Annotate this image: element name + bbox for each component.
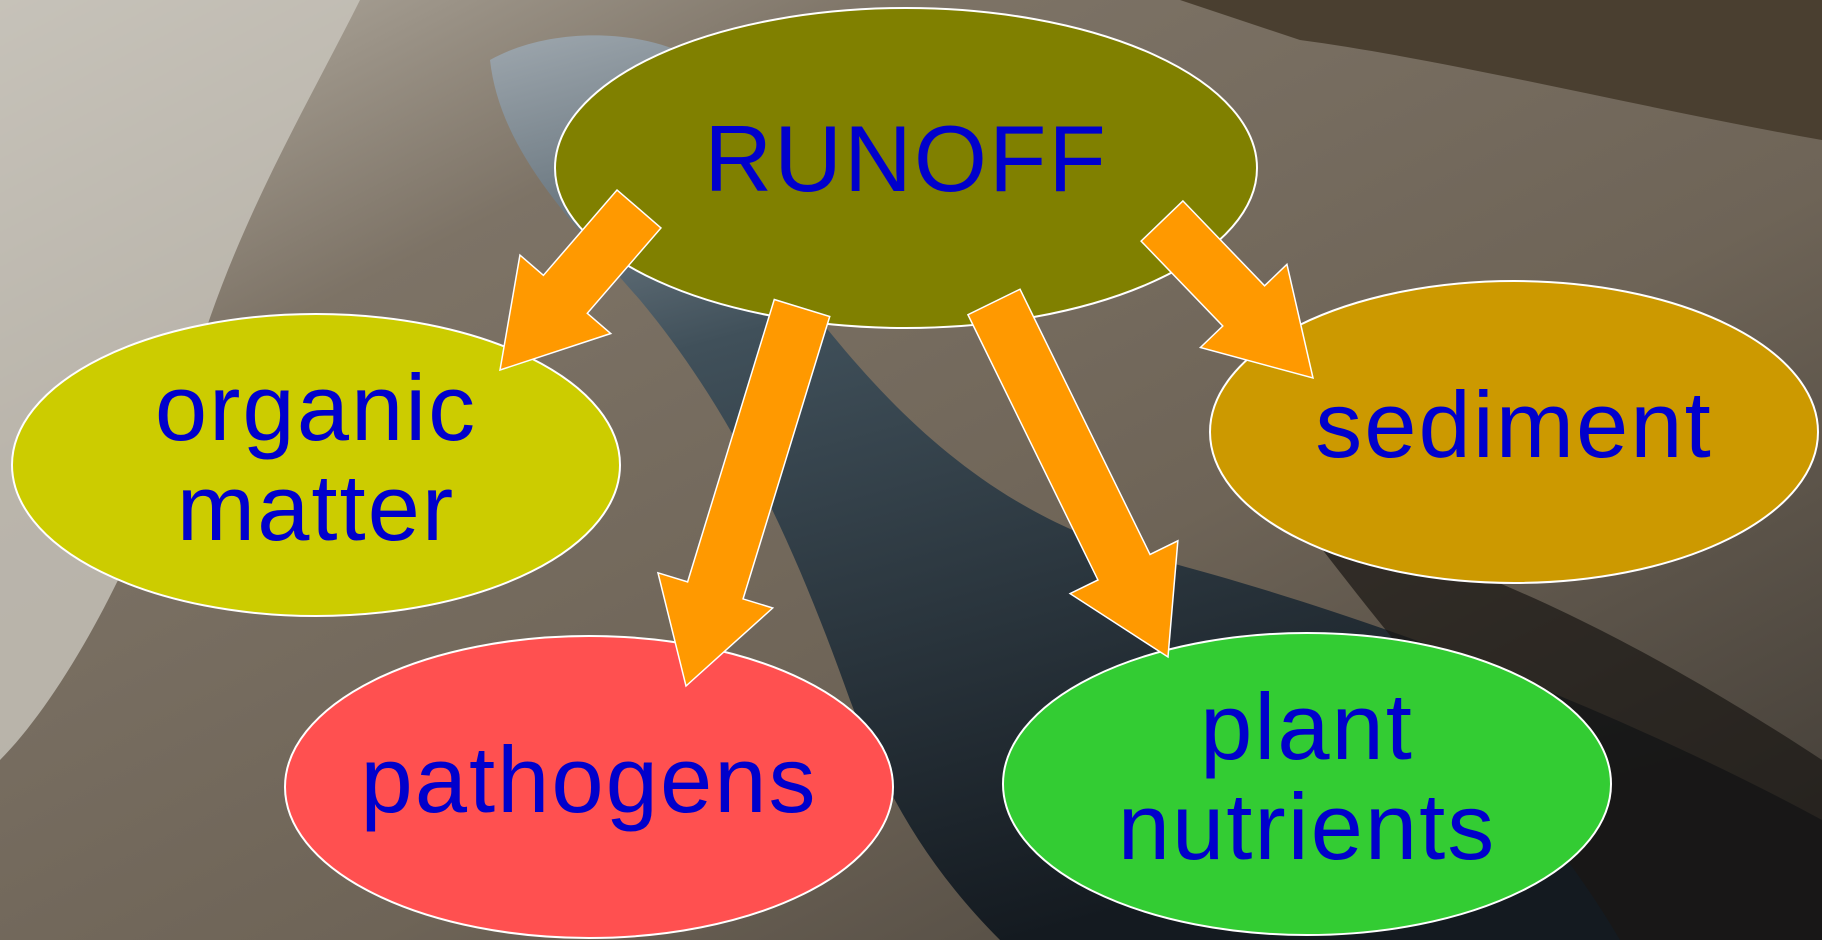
node-label: plant — [1200, 674, 1414, 779]
arrow — [966, 288, 1179, 659]
nodes — [11, 7, 1819, 939]
node-label: nutrients — [1118, 774, 1497, 879]
node-ellipse — [1209, 280, 1819, 584]
node-ellipse — [1002, 632, 1612, 936]
node-ellipse — [11, 313, 621, 617]
node-label: pathogens — [360, 727, 817, 832]
arrows — [499, 188, 1315, 688]
node-label: matter — [177, 455, 455, 560]
node-ellipse — [284, 635, 894, 939]
arrow — [656, 298, 831, 688]
node-label: organic — [155, 355, 477, 460]
node-label: sediment — [1315, 372, 1712, 477]
node-label: RUNOFF — [704, 106, 1108, 211]
arrow — [499, 188, 663, 372]
arrow — [1140, 199, 1315, 380]
node-ellipse — [554, 7, 1258, 329]
